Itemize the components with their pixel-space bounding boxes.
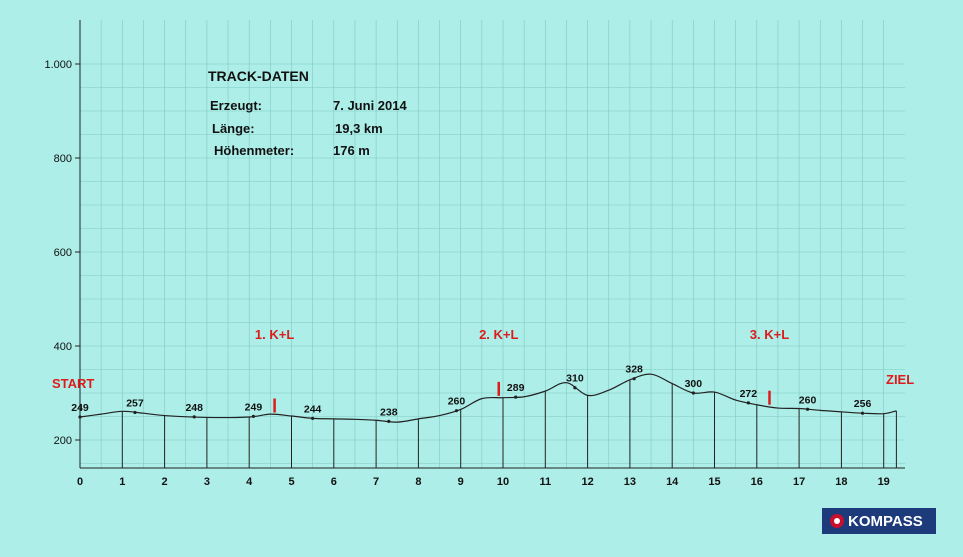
x-tick-label: 17	[793, 476, 805, 488]
end-label: ZIEL	[886, 372, 914, 387]
elevation-profile-line	[79, 373, 897, 423]
x-tick-label: 12	[581, 476, 593, 488]
x-tick-label: 4	[246, 476, 253, 488]
x-tick-label: 19	[878, 476, 890, 488]
x-tick-label: 7	[373, 476, 379, 488]
x-tick-label: 2	[162, 476, 168, 488]
elevation-point-label: 249	[245, 401, 263, 413]
y-tick-label: 800	[54, 153, 72, 165]
y-tick-label: 1.000	[44, 59, 72, 71]
start-label: START	[52, 376, 94, 391]
elevation-point	[805, 407, 810, 411]
elevation-point-label: 260	[448, 396, 466, 408]
y-tick-label: 600	[54, 247, 72, 259]
info-label-length: Länge:	[212, 121, 255, 136]
checkpoint-label: 1. K+L	[255, 327, 294, 342]
compass-logo-icon	[830, 514, 844, 528]
elevation-point-label: 256	[854, 398, 872, 410]
x-tick-label: 10	[497, 476, 509, 488]
x-tick-label: 9	[458, 476, 464, 488]
x-tick-label: 8	[415, 476, 421, 488]
checkpoint-label: 3. K+L	[750, 327, 789, 342]
info-label-created: Erzeugt:	[210, 98, 262, 113]
logo-text: KOMPASS	[848, 512, 923, 530]
elevation-point	[192, 415, 196, 419]
elevation-point-label: 249	[71, 402, 89, 414]
elevation-point-label: 289	[507, 382, 525, 394]
x-tick-label: 16	[751, 476, 763, 488]
kompass-logo: KOMPASS	[822, 508, 936, 534]
x-tick-label: 3	[204, 476, 210, 488]
x-tick-label: 14	[666, 476, 679, 488]
track-info-title: TRACK-DATEN	[208, 68, 309, 84]
x-tick-label: 11	[539, 476, 551, 488]
elevation-point-label: 300	[685, 378, 703, 390]
elevation-point-label: 260	[799, 394, 817, 406]
checkpoint-label: 2. K+L	[479, 327, 518, 342]
info-value-created: 7. Juni 2014	[333, 98, 407, 113]
elevation-point	[691, 391, 695, 395]
elevation-point-label: 257	[126, 397, 144, 409]
elevation-point	[251, 414, 256, 419]
x-tick-label: 13	[624, 476, 636, 488]
elevation-point	[133, 410, 137, 415]
elevation-point	[746, 401, 750, 405]
elevation-point	[860, 411, 865, 415]
elevation-point	[632, 377, 636, 381]
x-tick-label: 0	[77, 476, 83, 488]
x-tick-label: 5	[288, 476, 294, 488]
elevation-point-label: 244	[304, 403, 322, 415]
x-tick-label: 18	[835, 476, 847, 488]
elevation-point	[454, 409, 459, 413]
elevation-point	[387, 419, 391, 423]
elevation-point	[514, 395, 518, 399]
elevation-point	[78, 415, 82, 419]
x-tick-label: 6	[331, 476, 337, 488]
elevation-point-label: 238	[380, 406, 398, 418]
info-value-length: 19,3 km	[335, 121, 383, 136]
elevation-point-label: 248	[185, 402, 203, 414]
y-tick-label: 400	[54, 341, 72, 353]
elevation-point	[573, 386, 577, 390]
info-label-elevation-gain: Höhenmeter:	[214, 143, 295, 158]
elevation-point-label: 328	[625, 364, 643, 376]
y-tick-label: 200	[54, 435, 72, 447]
elevation-point-label: 272	[740, 388, 758, 400]
info-value-elevation-gain: 176 m	[333, 143, 370, 158]
elevation-point	[311, 416, 315, 420]
elevation-point-label: 310	[566, 373, 584, 385]
x-tick-label: 1	[119, 476, 125, 488]
x-tick-label: 15	[708, 476, 720, 488]
